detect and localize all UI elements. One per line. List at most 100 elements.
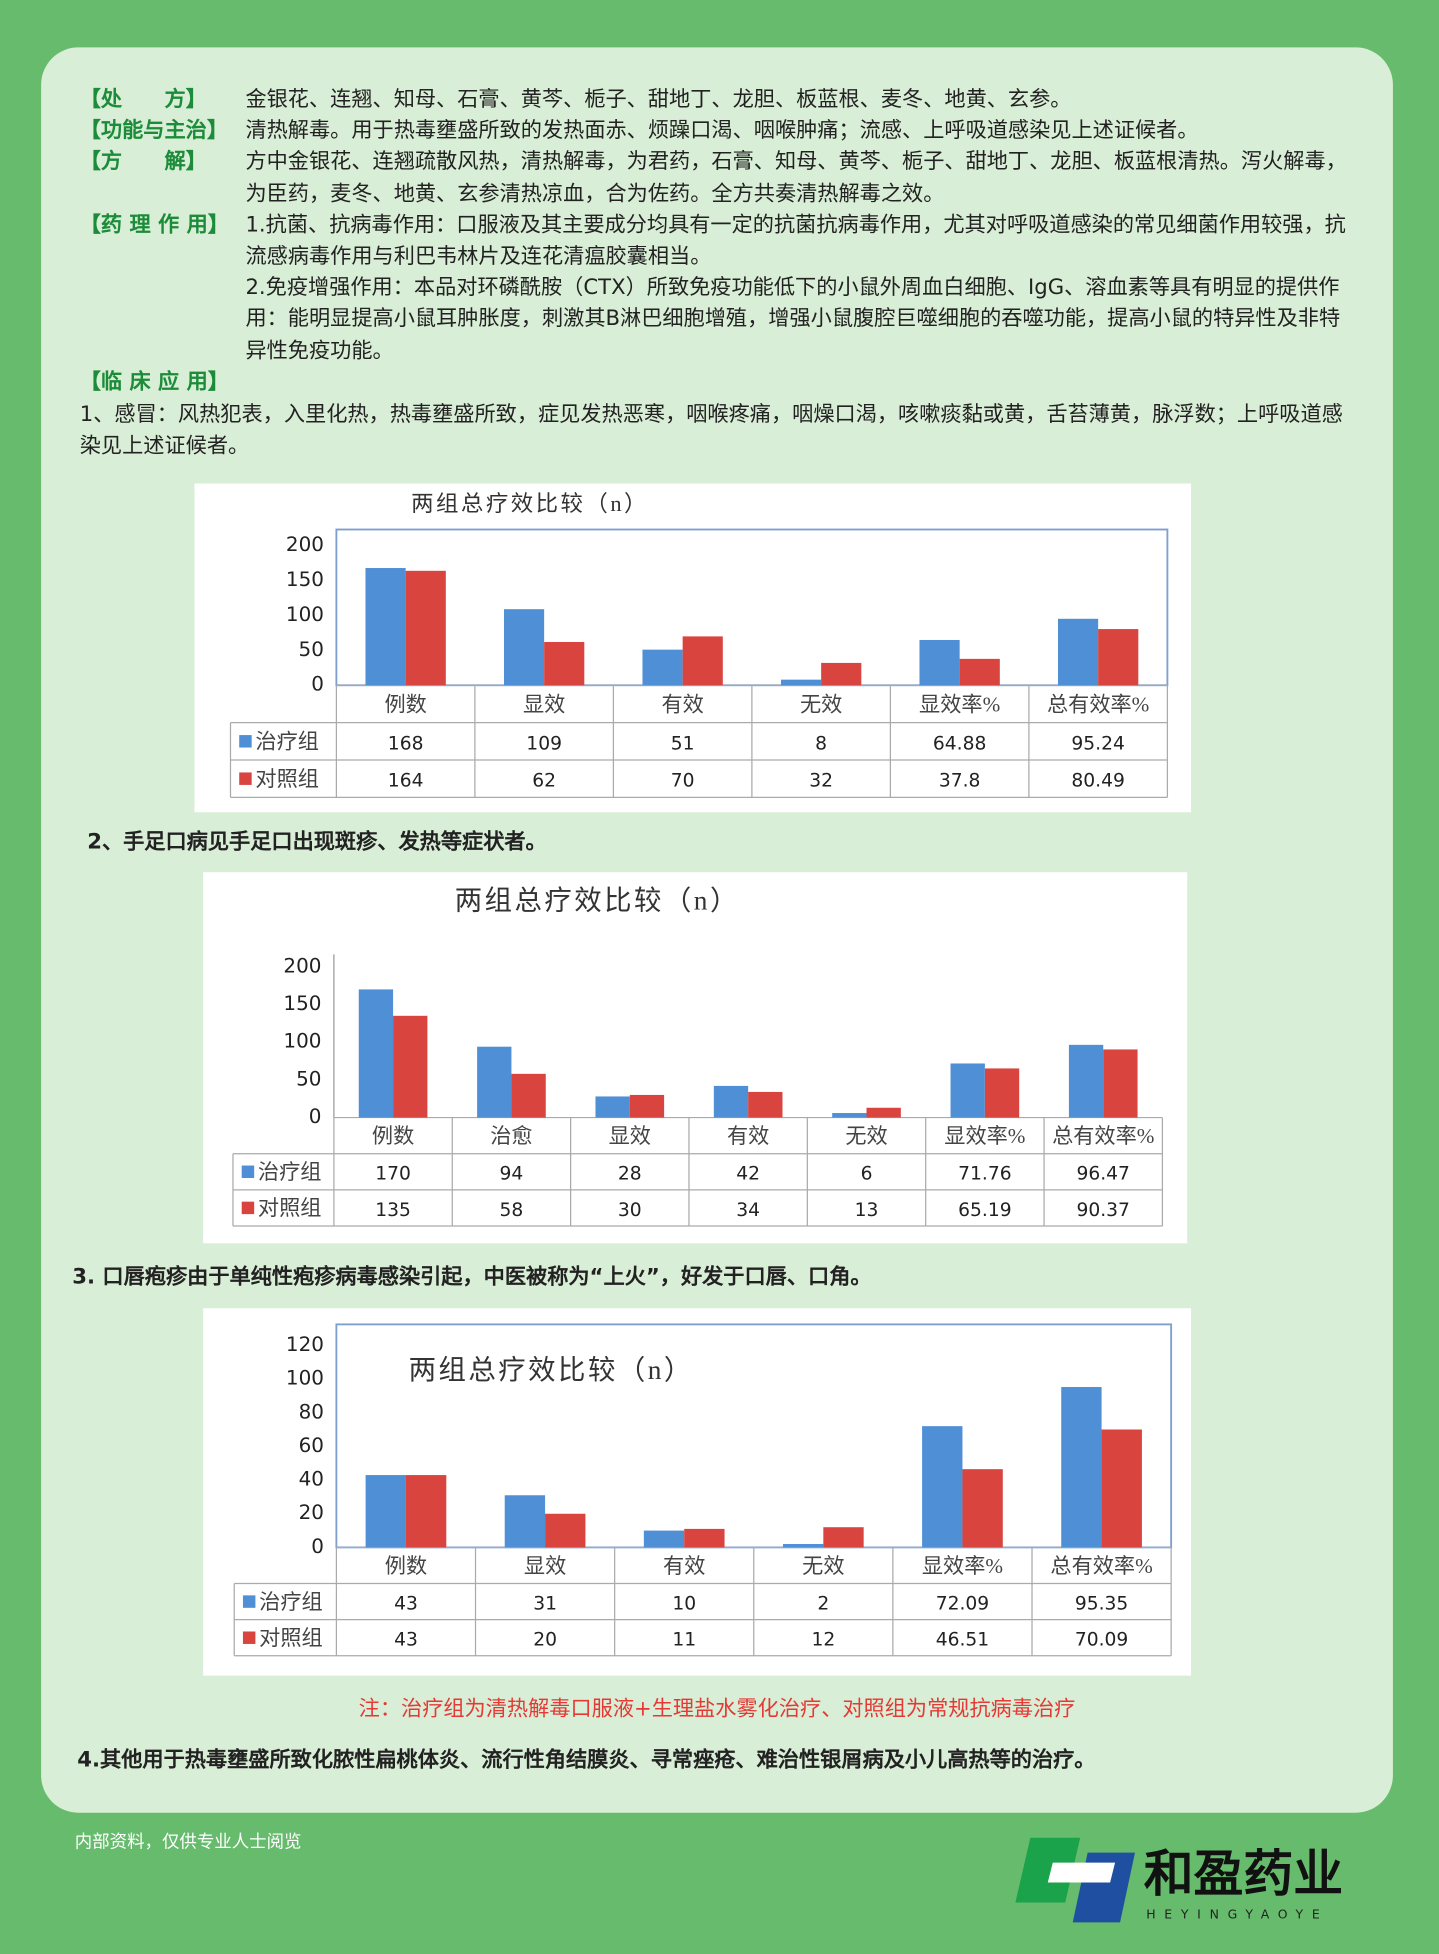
table-value: 13 (855, 1200, 879, 1221)
x-tick-label: 有效 (661, 692, 703, 716)
table-value: 34 (736, 1200, 760, 1221)
section: 【处 方】 金银花、连翘、知母、石膏、黄芩、栀子、甜地丁、龙胆、板蓝根、麦冬、地黄… (80, 85, 1357, 116)
legend-label: 治疗组 (259, 1590, 323, 1614)
bar (545, 1513, 586, 1548)
logo-name: 和盈药业 (1144, 1845, 1343, 1903)
x-tick-label: 例数 (372, 1124, 414, 1148)
table-value: 64.88 (933, 733, 986, 754)
bar (503, 609, 545, 686)
section-label: 【功能与主治】 (79, 118, 228, 144)
section-body: 清热解毒。用于热毒壅盛所致的发热面赤、烦躁口渴、咽喉肿痛；流感、上呼吸道感染见上… (245, 116, 1356, 147)
y-tick-label: 100 (286, 603, 324, 626)
table-value: 11 (672, 1630, 696, 1651)
y-tick-label: 60 (299, 1434, 324, 1457)
bar (780, 679, 822, 686)
bar (962, 1469, 1003, 1548)
bar (358, 989, 394, 1118)
table-value: 12 (811, 1630, 835, 1651)
x-tick-label: 总有效率% (1050, 1554, 1152, 1578)
bar (922, 1426, 963, 1548)
table-value: 32 (809, 771, 833, 792)
table-value: 58 (500, 1200, 524, 1221)
legend-label: 治疗组 (258, 1160, 322, 1184)
table-value: 65.19 (958, 1200, 1011, 1221)
legend-swatch (241, 1201, 255, 1215)
table-value: 6 (861, 1164, 873, 1185)
table-value: 70 (671, 771, 695, 792)
table-value: 42 (736, 1164, 760, 1185)
chart: 两组总疗效比较（n） 0 20 40 60 80 100 120 例数 显效 有效 无效 显效率% 总有效… (203, 1308, 1192, 1676)
chart: 两组总疗效比较（n） 0 50 100 150 200 例数 治愈 显效 有效 无效 显效率% 总有效率… (203, 872, 1188, 1244)
table-value: 51 (671, 733, 695, 754)
y-tick-label: 0 (311, 1535, 324, 1558)
section-body: 方中金银花、连翘疏散风热，清热解毒，为君药，石膏、知母、黄芩、栀子、甜地丁、龙胆… (245, 148, 1356, 211)
bar (595, 1096, 630, 1118)
logo-pinyin: HEYINGYAOYE (1146, 1906, 1328, 1921)
x-tick-label: 显效 (524, 1554, 566, 1578)
legend-label: 对照组 (259, 1626, 323, 1650)
section: 【药 理 作 用】 1.抗菌、抗病毒作用：口服液及其主要成分均具有一定的抗菌抗病毒… (80, 210, 1357, 367)
bar (1098, 629, 1139, 686)
y-tick-label: 50 (296, 1067, 321, 1090)
chart-background (203, 1308, 1192, 1676)
y-tick-label: 100 (283, 1030, 321, 1053)
y-tick-label: 200 (286, 533, 324, 556)
bar (405, 1475, 447, 1548)
bar (1103, 1049, 1138, 1118)
section-label: 【方 解】 (79, 150, 207, 175)
x-tick-label: 显效 (523, 692, 565, 716)
y-tick-label: 150 (283, 992, 321, 1015)
bar (682, 636, 723, 686)
table-value: 94 (500, 1164, 524, 1185)
x-tick-label: 总有效率% (1047, 692, 1149, 716)
legend-swatch (239, 735, 252, 748)
table-value: 72.09 (936, 1594, 989, 1615)
bar (782, 1544, 824, 1548)
bar (821, 662, 862, 686)
table-value: 164 (388, 771, 424, 792)
table-value: 80.49 (1071, 771, 1124, 792)
paragraph: 清热解毒。用于热毒壅盛所致的发热面赤、烦躁口渴、咽喉肿痛；流感、上呼吸道感染见上… (245, 118, 1199, 144)
table-value: 46.51 (936, 1630, 989, 1651)
bar (365, 568, 406, 686)
chart: 两组总疗效比较（n） 0 50 100 150 200 例数 显效 有效 无效 显效率% 总有效率% 治… (194, 483, 1192, 813)
sections: 【处 方】 金银花、连翘、知母、石膏、黄芩、栀子、甜地丁、龙胆、板蓝根、麦冬、地黄… (80, 85, 1357, 399)
x-tick-label: 例数 (384, 692, 426, 716)
chart-title: 两组总疗效比较（n） (411, 491, 649, 516)
y-tick-label: 100 (286, 1367, 324, 1390)
legend-label: 治疗组 (255, 730, 319, 754)
bar (477, 1046, 512, 1118)
logo-mark (1047, 1862, 1116, 1883)
y-tick-label: 0 (309, 1105, 322, 1128)
bar (1101, 1429, 1142, 1548)
bar (544, 641, 585, 686)
table-value: 37.8 (939, 771, 981, 792)
paragraph: 金银花、连翘、知母、石膏、黄芩、栀子、甜地丁、龙胆、板蓝根、麦冬、地黄、玄参。 (245, 87, 1072, 113)
section: 【功能与主治】 清热解毒。用于热毒壅盛所致的发热面赤、烦躁口渴、咽喉肿痛；流感、上… (80, 116, 1357, 147)
note: 注：治疗组为清热解毒口服液+生理盐水雾化治疗、对照组为常规抗病毒治疗 (358, 1696, 1076, 1722)
bar (959, 658, 1000, 686)
legend-swatch (239, 772, 252, 785)
table-value: 43 (394, 1594, 418, 1615)
section-label: 【药 理 作 用】 (79, 212, 229, 238)
table-value: 62 (532, 771, 556, 792)
y-tick-label: 150 (286, 568, 324, 591)
x-tick-label: 显效 (609, 1124, 651, 1148)
clinical-item: 3. 口唇疱疹由于单纯性疱疹病毒感染引起，中医被称为“上火”，好发于口唇、口角。 (72, 1264, 872, 1290)
legend-label: 对照组 (255, 767, 319, 791)
section-label: 【处 方】 (79, 87, 207, 113)
footer-note: 内部资料，仅供专业人士阅览 (74, 1832, 302, 1853)
x-tick-label: 显效率% (944, 1124, 1025, 1148)
bar (511, 1073, 546, 1118)
table-value: 95.35 (1075, 1594, 1128, 1615)
x-tick-label: 有效 (663, 1554, 705, 1578)
y-tick-label: 0 (311, 673, 324, 696)
legend-swatch (242, 1631, 256, 1644)
bar (1068, 1044, 1104, 1118)
table-value: 90.37 (1077, 1200, 1130, 1221)
x-tick-label: 有效 (727, 1124, 769, 1148)
bar (642, 649, 683, 686)
y-tick-label: 80 (299, 1400, 324, 1423)
